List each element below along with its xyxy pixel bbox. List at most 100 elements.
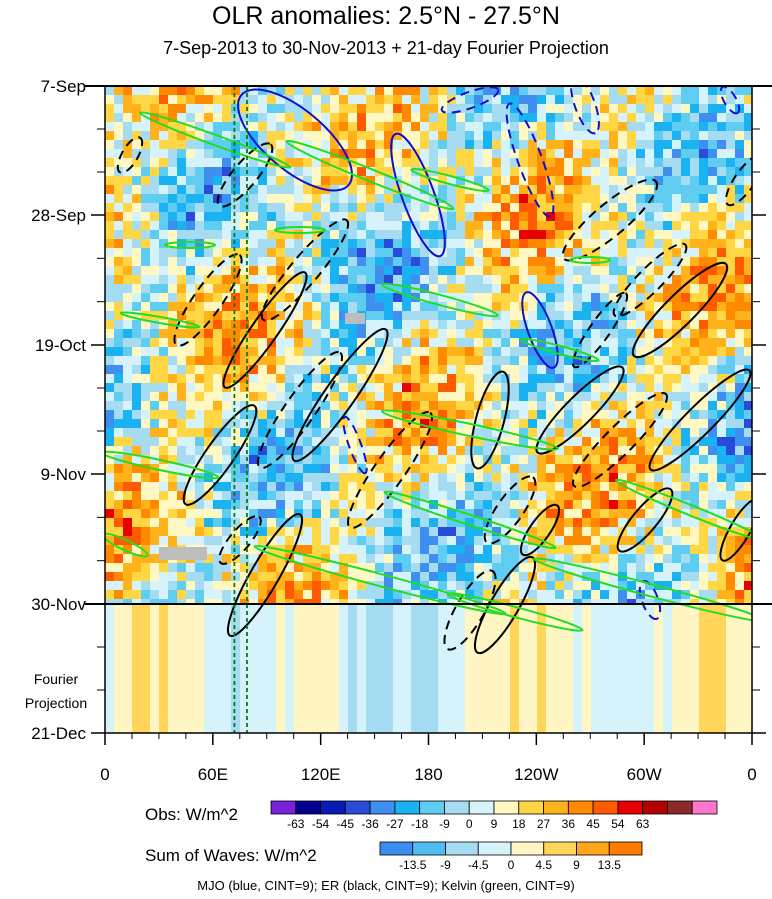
obs-cell [672, 167, 682, 177]
obs-cell [645, 356, 655, 366]
obs-cell [537, 473, 547, 483]
obs-cell [141, 239, 151, 249]
obs-cell [456, 140, 466, 150]
obs-cell [105, 482, 115, 492]
obs-cell [519, 302, 529, 312]
obs-cell [510, 338, 520, 348]
obs-cell [384, 383, 394, 393]
obs-cell [456, 392, 466, 402]
obs-cell [636, 221, 646, 231]
obs-cell [537, 347, 547, 357]
obs-cell [708, 500, 718, 510]
obs-cell [339, 590, 349, 600]
obs-cell [231, 158, 241, 168]
obs-cell [213, 221, 223, 231]
obs-cell [132, 446, 142, 456]
projection-cell [384, 694, 394, 704]
obs-cell [618, 176, 628, 186]
projection-cell [330, 640, 340, 650]
obs-cell [105, 473, 115, 483]
projection-cell [276, 613, 286, 623]
obs-cell [474, 374, 484, 384]
obs-cell [690, 482, 700, 492]
obs-cell [222, 167, 232, 177]
obs-cell [168, 563, 178, 573]
obs-cell [375, 383, 385, 393]
obs-cell [591, 320, 601, 330]
obs-cell [528, 185, 538, 195]
obs-cell [141, 293, 151, 303]
obs-cell [591, 140, 601, 150]
obs-cell [699, 230, 709, 240]
obs-cell [186, 302, 196, 312]
obs-cell [645, 131, 655, 141]
obs-cell [168, 257, 178, 267]
obs-cell [564, 536, 574, 546]
obs-cell [600, 131, 610, 141]
obs-cell [105, 554, 115, 564]
projection-cell [312, 658, 322, 668]
obs-cell [267, 302, 277, 312]
obs-cell [708, 347, 718, 357]
obs-cell [231, 248, 241, 258]
obs-cell [204, 383, 214, 393]
obs-cell [348, 554, 358, 564]
projection-cell [447, 631, 457, 641]
obs-cell [330, 527, 340, 537]
obs-cell [393, 482, 403, 492]
projection-cell [384, 685, 394, 695]
obs-cell [537, 320, 547, 330]
obs-cell [492, 374, 502, 384]
obs-cell [546, 482, 556, 492]
obs-cell [294, 374, 304, 384]
obs-cell [267, 401, 277, 411]
obs-cell [375, 149, 385, 159]
projection-cell [564, 613, 574, 623]
obs-cell [456, 464, 466, 474]
obs-cell [366, 149, 376, 159]
obs-cell [204, 149, 214, 159]
obs-cell [609, 437, 619, 447]
projection-cell [249, 676, 259, 686]
obs-cell [186, 275, 196, 285]
obs-cell [249, 590, 259, 600]
obs-cell [456, 203, 466, 213]
obs-cell [150, 104, 160, 114]
obs-cell [195, 221, 205, 231]
obs-cell [330, 473, 340, 483]
obs-cell [510, 212, 520, 222]
obs-cell [366, 203, 376, 213]
projection-cell [447, 640, 457, 650]
obs-cell [501, 518, 511, 528]
obs-cell [573, 329, 583, 339]
obs-cell [429, 572, 439, 582]
obs-cell [627, 518, 637, 528]
obs-cell [744, 518, 752, 528]
obs-cell [573, 473, 583, 483]
obs-cell [123, 572, 133, 582]
obs-cell [375, 86, 385, 96]
obs-cell [519, 95, 529, 105]
obs-cell [249, 203, 259, 213]
obs-cell [645, 500, 655, 510]
obs-cell [231, 473, 241, 483]
obs-cell [231, 446, 241, 456]
obs-cell [681, 365, 691, 375]
projection-cell [384, 622, 394, 632]
obs-cell [735, 203, 745, 213]
obs-cell [204, 221, 214, 231]
projection-cell [420, 667, 430, 677]
obs-cell [267, 383, 277, 393]
obs-cell [321, 590, 331, 600]
obs-cell [474, 275, 484, 285]
obs-cell [663, 329, 673, 339]
projection-cell [222, 658, 232, 668]
obs-cell [582, 527, 592, 537]
obs-cell [195, 194, 205, 204]
obs-cell [690, 527, 700, 537]
obs-cell [420, 527, 430, 537]
obs-cell [204, 455, 214, 465]
obs-cell [312, 437, 322, 447]
obs-cell [618, 275, 628, 285]
projection-cell [195, 622, 205, 632]
